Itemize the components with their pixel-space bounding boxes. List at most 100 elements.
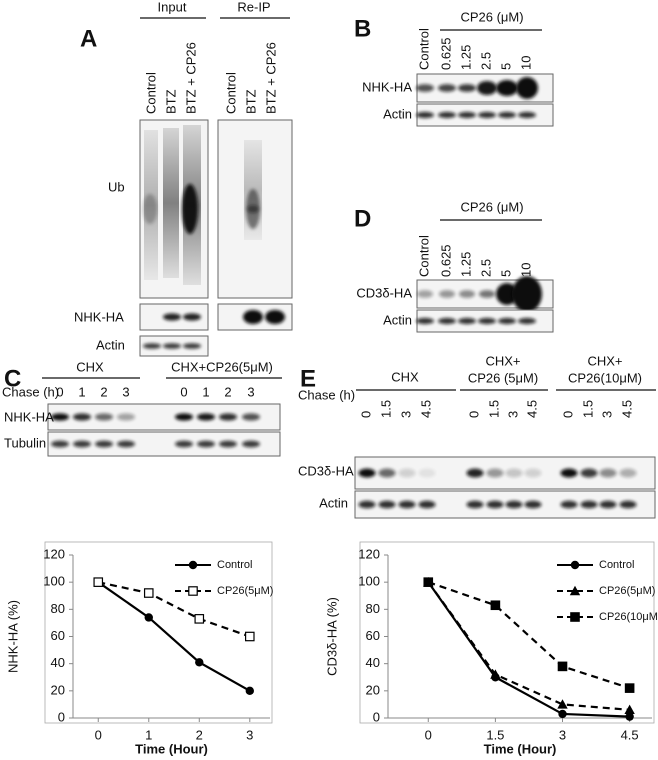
marker	[569, 585, 581, 596]
band	[242, 440, 260, 448]
row-label: NHK-HA	[362, 79, 412, 94]
marker	[558, 709, 567, 719]
group-label: CHX	[76, 359, 104, 374]
band	[466, 468, 484, 478]
panel-label: D	[354, 205, 371, 232]
plot-frame	[44, 541, 273, 724]
lane-label: 1	[78, 384, 85, 399]
marker	[244, 631, 255, 642]
lane-label: 3	[122, 384, 129, 399]
group-label: Input	[158, 0, 187, 14]
blot	[139, 335, 209, 357]
marker	[557, 699, 568, 709]
band	[524, 500, 542, 509]
blot	[217, 119, 293, 299]
smear	[163, 128, 179, 278]
band	[183, 313, 201, 321]
band	[73, 440, 91, 448]
lane-label: 0	[560, 411, 575, 418]
band	[358, 468, 376, 478]
band	[505, 468, 523, 478]
band	[197, 413, 215, 421]
lane-label: 2	[224, 384, 231, 399]
marker	[490, 669, 501, 679]
series-line	[97, 581, 251, 692]
chase-label: Chase (h)	[2, 384, 59, 399]
band	[378, 468, 396, 478]
band	[117, 440, 135, 448]
lane-label: 3	[505, 411, 520, 418]
legend-label: CP26(10μM)	[599, 611, 658, 623]
lane-label: 0.625	[438, 37, 453, 70]
marker	[143, 588, 154, 598]
band	[439, 290, 455, 298]
band	[512, 276, 542, 312]
marker	[93, 577, 104, 587]
x-axis-label: Time (Hour)	[135, 741, 208, 756]
lane-label: 0	[466, 411, 481, 418]
x-tick-label: 3	[246, 727, 253, 742]
band	[498, 111, 516, 119]
marker	[195, 658, 204, 667]
band	[599, 468, 617, 478]
lane-label: Control	[416, 28, 431, 70]
band	[459, 290, 475, 298]
y-tick-label: 0	[373, 709, 380, 724]
y-axis-label: NHK-HA (%)	[5, 600, 20, 673]
blot	[416, 276, 554, 312]
y-tick-label: 80	[51, 601, 65, 616]
band	[416, 111, 434, 119]
chase-label: Chase (h)	[298, 387, 355, 402]
band	[458, 84, 476, 92]
row-label: Actin	[319, 495, 348, 510]
blot	[354, 456, 656, 490]
x-axis-label: Time (Hour)	[484, 741, 557, 756]
y-tick-label: 60	[51, 628, 65, 643]
legend-label: CP26(5μM)	[599, 585, 655, 597]
row-label: Tubulin	[4, 435, 46, 450]
group-label: CHX+CP26(5μM)	[171, 359, 273, 374]
band	[51, 440, 69, 448]
band	[358, 500, 376, 509]
blot	[416, 309, 554, 333]
group-label: CP26(10μM)	[568, 370, 642, 385]
band	[486, 500, 504, 509]
band	[143, 194, 157, 224]
band	[599, 500, 617, 509]
group-label: Re-IP	[237, 0, 270, 14]
row-label: Actin	[383, 312, 412, 327]
band	[479, 290, 495, 298]
lane-label: 1.5	[580, 400, 595, 418]
x-tick-label: 2	[196, 727, 203, 742]
blot	[139, 119, 209, 299]
x-tick-label: 0	[95, 727, 102, 742]
y-tick-label: 40	[366, 655, 380, 670]
blot	[47, 403, 281, 431]
band	[478, 111, 496, 119]
band	[163, 313, 181, 321]
y-tick-label: 120	[43, 546, 65, 561]
band	[458, 317, 476, 325]
lane-label: BTZ + CP26	[263, 42, 278, 114]
band	[518, 111, 536, 119]
group-label: CHX	[391, 369, 419, 384]
lane-label: 10	[518, 56, 533, 70]
lane-label: 0.625	[438, 244, 453, 277]
band	[619, 468, 637, 478]
y-tick-label: 20	[366, 682, 380, 697]
band	[175, 413, 193, 421]
lane-label: Control	[143, 72, 158, 114]
band	[619, 500, 637, 509]
band	[182, 184, 198, 234]
band	[458, 111, 476, 119]
band	[478, 317, 496, 325]
band	[498, 317, 516, 325]
band	[398, 468, 416, 478]
lane-label: BTZ + CP26	[183, 42, 198, 114]
band	[516, 77, 538, 99]
row-label: CD3δ-HA	[356, 285, 412, 300]
series-line	[427, 581, 630, 711]
band	[117, 413, 135, 421]
row-label: Ub	[108, 179, 125, 194]
blot	[139, 303, 209, 331]
